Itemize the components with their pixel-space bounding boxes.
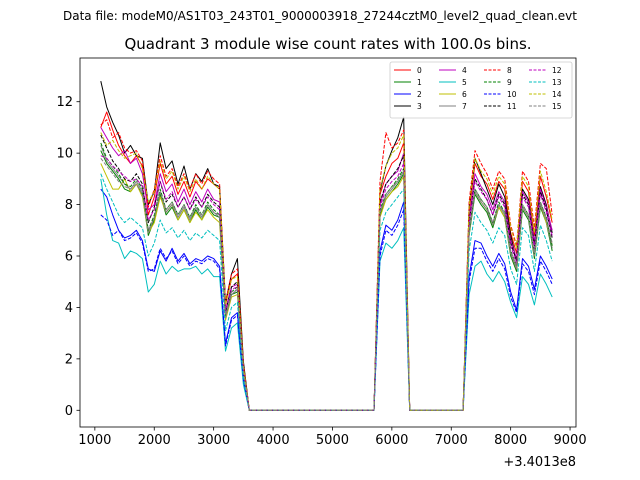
legend-label-11: 11 xyxy=(507,102,517,111)
y-tick-label: 8 xyxy=(65,198,73,213)
series-line-8 xyxy=(100,119,553,411)
legend-label-15: 15 xyxy=(552,102,562,111)
series-line-5 xyxy=(100,178,553,411)
legend-label-0: 0 xyxy=(417,66,422,75)
legend-label-14: 14 xyxy=(552,90,562,99)
legend-label-9: 9 xyxy=(507,78,512,87)
series-line-7 xyxy=(100,145,553,411)
x-tick-label: 3000 xyxy=(197,433,230,448)
series-line-1 xyxy=(100,150,553,411)
legend-label-2: 2 xyxy=(417,90,422,99)
x-axis-offset-label: +3.4013e8 xyxy=(503,455,576,470)
legend-label-3: 3 xyxy=(417,102,422,111)
series-line-2 xyxy=(100,188,553,411)
series-line-0 xyxy=(100,111,553,411)
x-tick-label: 1000 xyxy=(78,433,111,448)
plot-area: 1000 2000 3000 4000 5000 6000 7000 8000 9000 0 2 4 6… xyxy=(56,57,587,448)
y-tick-label: 6 xyxy=(65,250,73,265)
x-tick-label: 4000 xyxy=(257,433,290,448)
series-line-12 xyxy=(100,155,553,411)
x-tick-label: 8000 xyxy=(494,433,527,448)
x-tick-label: 2000 xyxy=(138,433,171,448)
axes-frame xyxy=(79,57,577,428)
legend-label-7: 7 xyxy=(462,102,467,111)
legend-label-4: 4 xyxy=(462,66,467,75)
series-line-6 xyxy=(100,163,553,411)
series-line-15 xyxy=(100,157,553,411)
legend-label-5: 5 xyxy=(462,78,467,87)
legend-label-8: 8 xyxy=(507,66,512,75)
y-tick-label: 0 xyxy=(65,404,73,419)
series-line-10 xyxy=(100,209,553,411)
y-tick-label: 2 xyxy=(65,352,73,367)
chart-title: Quadrant 3 module wise count rates with … xyxy=(124,35,531,53)
legend-label-6: 6 xyxy=(462,90,467,99)
y-tick-label: 10 xyxy=(56,147,73,162)
x-tick-label: 5000 xyxy=(316,433,349,448)
legend-label-1: 1 xyxy=(417,78,422,87)
x-tick-label: 7000 xyxy=(435,433,468,448)
legend-box xyxy=(389,61,573,119)
legend-label-10: 10 xyxy=(507,90,517,99)
y-tick-label: 12 xyxy=(56,95,73,110)
x-tick-label: 9000 xyxy=(554,433,587,448)
legend-label-13: 13 xyxy=(552,78,562,87)
x-tick-label: 6000 xyxy=(375,433,408,448)
series-line-3 xyxy=(100,80,553,411)
y-tick-label: 4 xyxy=(65,301,73,316)
figure-suptitle: Data file: modeM0/AS1T03_243T01_90000039… xyxy=(63,9,577,23)
legend-label-12: 12 xyxy=(552,66,562,75)
